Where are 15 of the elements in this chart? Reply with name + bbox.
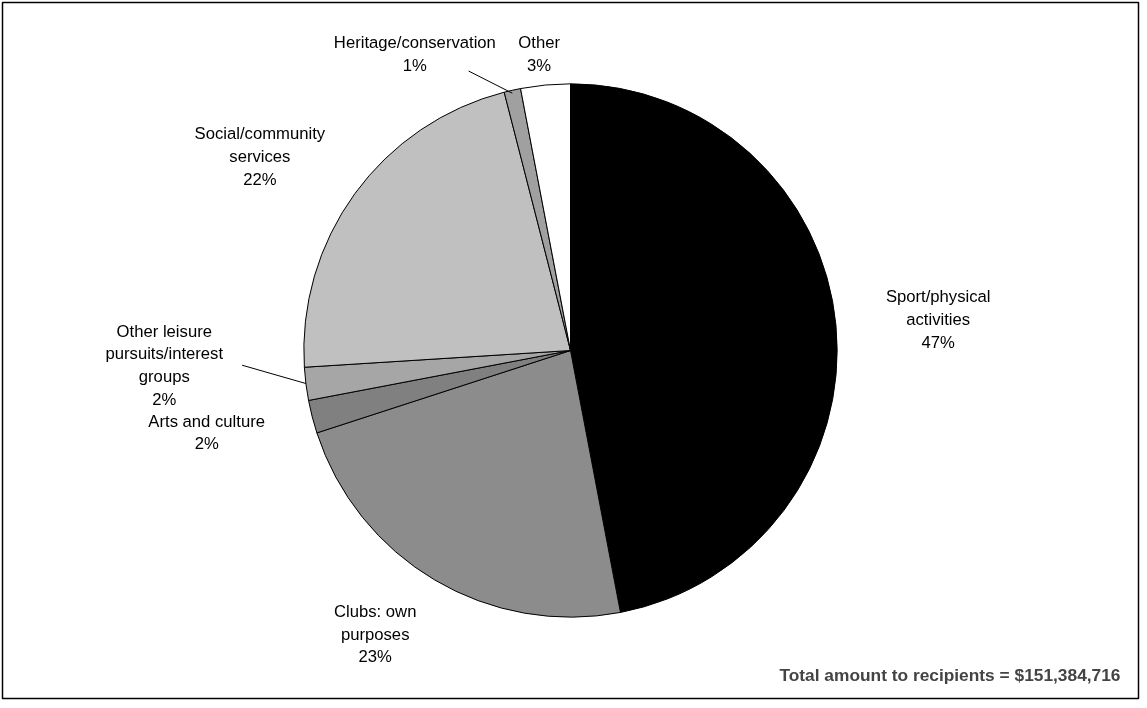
slice-label: Heritage/conservation bbox=[333, 33, 496, 53]
slice-label: Sport/physical activities bbox=[885, 287, 991, 329]
data-label: 23% bbox=[358, 647, 393, 667]
data-label: 2% bbox=[152, 389, 177, 409]
slice-label: Arts and culture bbox=[148, 411, 266, 431]
slice-label: Clubs: own purposes bbox=[334, 601, 417, 644]
text: Total amount to recipients = $151,384,716 bbox=[779, 664, 1121, 685]
data-label: 22% bbox=[243, 170, 277, 190]
data-label: 1% bbox=[402, 55, 428, 75]
data-label: 3% bbox=[527, 55, 552, 75]
slice-label: Other bbox=[518, 33, 561, 53]
slice-label: Other leisure pursuits/interest groups bbox=[105, 321, 224, 387]
data-label: 2% bbox=[194, 434, 219, 454]
slice-label: Social/community services bbox=[194, 124, 326, 167]
data-label: 47% bbox=[921, 332, 956, 352]
